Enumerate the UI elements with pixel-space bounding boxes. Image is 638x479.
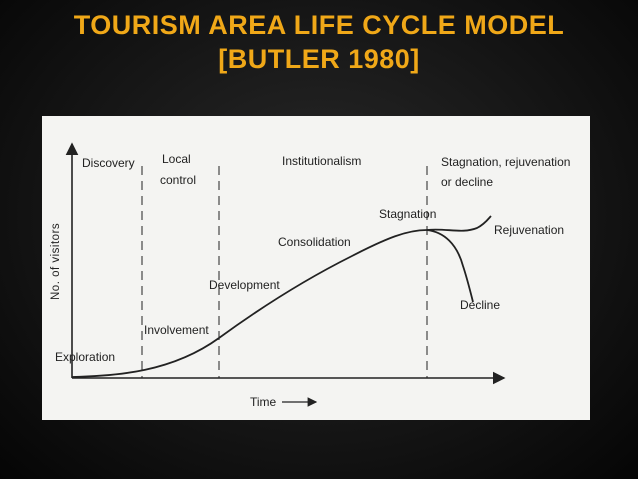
- slide-title-line-2: [BUTLER 1980]: [218, 44, 420, 74]
- phase-label-local-control-line-2: control: [160, 173, 196, 187]
- stage-label-development: Development: [209, 278, 280, 292]
- phase-label-discovery: Discovery: [82, 156, 135, 170]
- stage-label-exploration: Exploration: [55, 350, 115, 364]
- phase-label-local-control-line-1: Local: [162, 152, 191, 166]
- life-cycle-curve: [71, 229, 428, 378]
- stage-label-rejuvenation: Rejuvenation: [494, 223, 564, 237]
- phase-label-stagnation-header-line-2: or decline: [441, 175, 493, 189]
- stage-label-involvement: Involvement: [144, 323, 209, 337]
- slide-title-line-1: TOURISM AREA LIFE CYCLE MODEL: [73, 10, 565, 40]
- x-axis-label: Time: [250, 395, 277, 409]
- y-axis-label: No. of visitors: [50, 223, 62, 300]
- rejuvenation-branch: [426, 215, 492, 232]
- life-cycle-figure: No. of visitors Time Discovery Local con…: [42, 116, 590, 420]
- phase-label-stagnation-header-line-1: Stagnation, rejuvenation: [441, 155, 570, 169]
- phase-label-institutionalism: Institutionalism: [282, 154, 361, 168]
- stage-label-consolidation: Consolidation: [278, 235, 351, 249]
- decline-branch: [426, 229, 474, 303]
- slide-title: TOURISM AREA LIFE CYCLE MODEL [BUTLER 19…: [0, 8, 638, 76]
- stage-label-stagnation: Stagnation: [379, 207, 436, 221]
- life-cycle-diagram: No. of visitors Time Discovery Local con…: [50, 142, 570, 409]
- stage-label-decline: Decline: [460, 298, 500, 312]
